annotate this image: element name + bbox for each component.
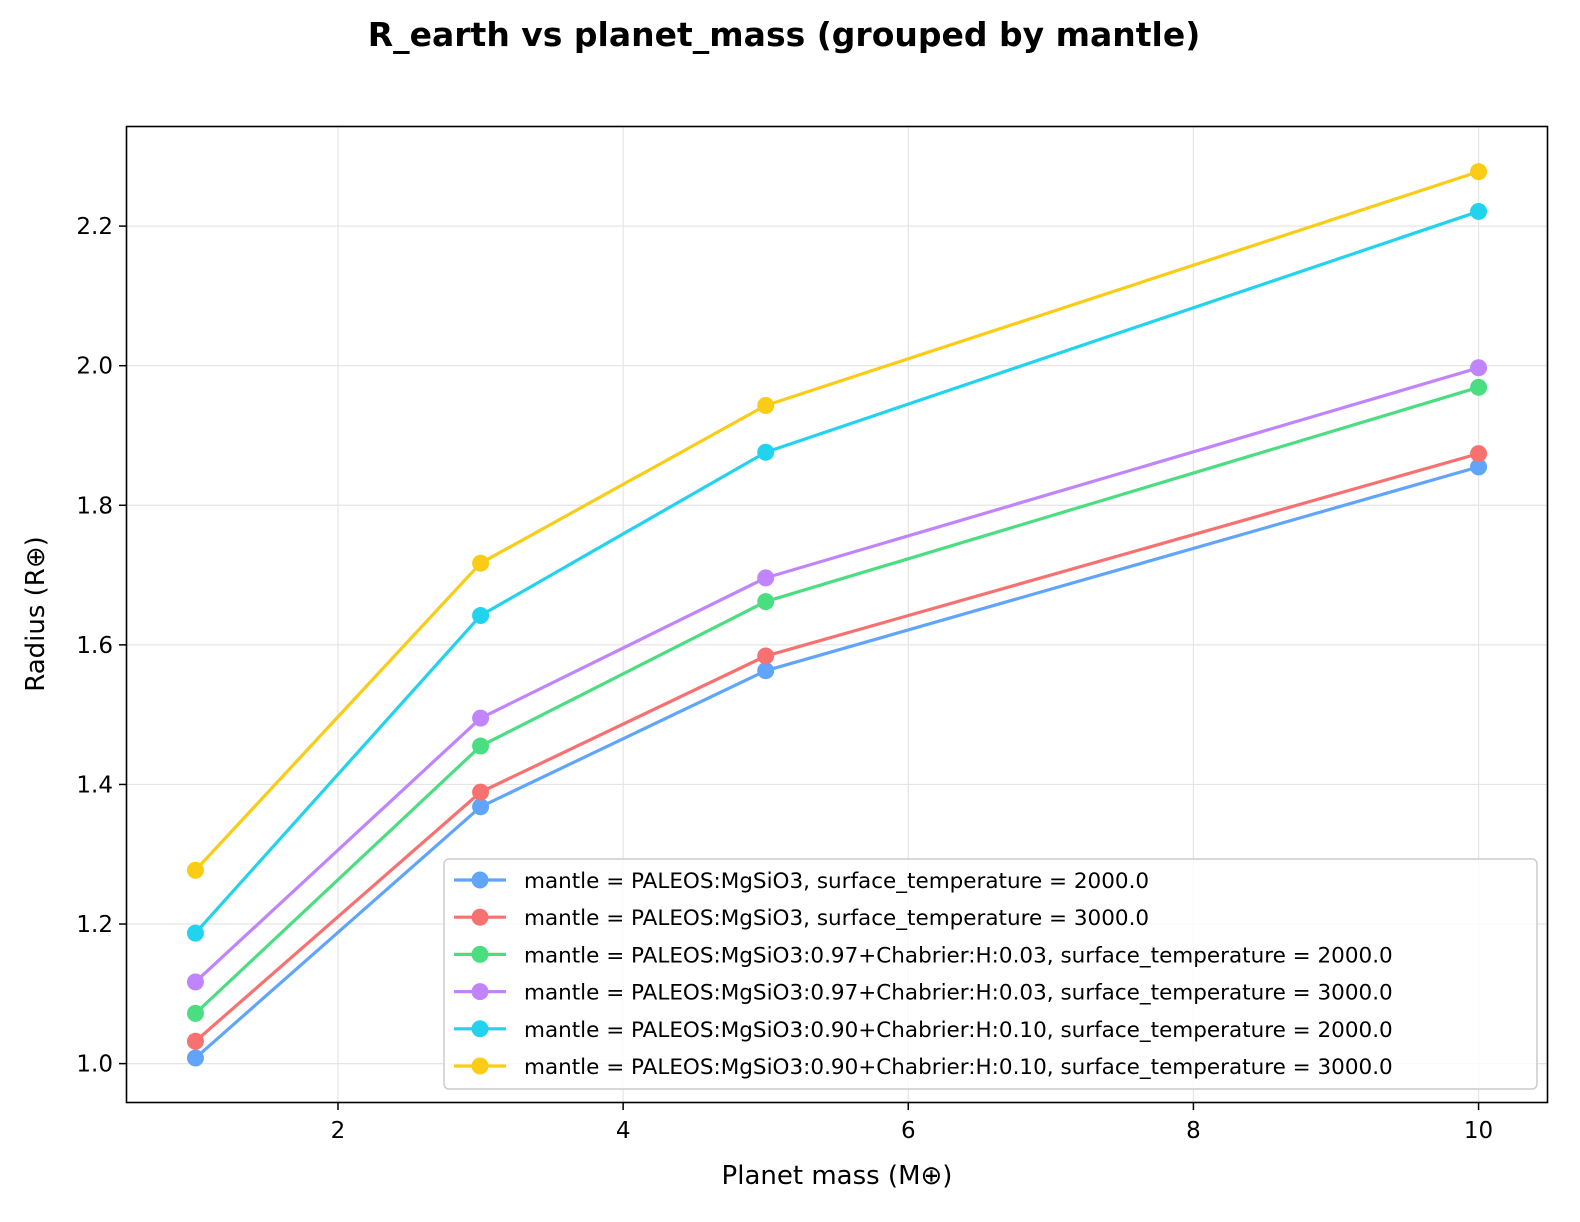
- legend-entry: mantle = PALEOS:MgSiO3, surface_temperat…: [454, 869, 1149, 894]
- legend-box: [443, 858, 1538, 1090]
- plot-frame: [125, 125, 1549, 1104]
- y-axis-label: Radius (R⊕): [21, 536, 51, 692]
- data-point: [1470, 445, 1488, 463]
- legend-label: mantle = PALEOS:MgSiO3, surface_temperat…: [524, 906, 1149, 931]
- legend-swatch-marker: [471, 1057, 489, 1075]
- legend-entry: mantle = PALEOS:MgSiO3:0.97+Chabrier:H:0…: [454, 943, 1393, 968]
- x-tick-label: 10: [1464, 1118, 1493, 1144]
- data-point: [186, 1049, 204, 1067]
- series-line: [194, 452, 1480, 1043]
- data-point: [757, 647, 775, 665]
- data-point: [472, 607, 490, 625]
- y-tick-label: 2.0: [76, 354, 113, 380]
- data-point: [472, 783, 490, 801]
- data-point: [757, 662, 775, 680]
- chart-title: R_earth vs planet_mass (grouped by mantl…: [368, 15, 1201, 54]
- legend-swatch-marker: [471, 871, 489, 889]
- data-point: [757, 443, 775, 461]
- series: [186, 359, 1488, 991]
- data-point: [757, 396, 775, 414]
- legend-swatch-marker: [471, 945, 489, 963]
- data-point: [757, 593, 775, 611]
- x-tick-label: 8: [1186, 1118, 1201, 1144]
- legend-label: mantle = PALEOS:MgSiO3:0.97+Chabrier:H:0…: [524, 981, 1393, 1006]
- legend-label: mantle = PALEOS:MgSiO3, surface_temperat…: [524, 869, 1149, 894]
- series: [186, 445, 1488, 1050]
- data-point: [1470, 163, 1488, 181]
- x-axis-label: Planet mass (M⊕): [722, 1161, 953, 1191]
- series-line: [194, 366, 1480, 984]
- series-line: [194, 385, 1480, 1015]
- series-line: [194, 465, 1480, 1060]
- legend-swatch-marker: [471, 983, 489, 1001]
- legend-swatch-marker: [471, 1020, 489, 1038]
- series-line: [194, 209, 1480, 935]
- series-layer: [186, 163, 1488, 1067]
- data-point: [472, 554, 490, 572]
- data-point: [472, 737, 490, 755]
- series: [186, 202, 1488, 942]
- legend-swatch-marker: [471, 908, 489, 926]
- axis-ticks: 2 4 6 8 10 1.0 1.2 1.4 1.6 1.8 2.0 2.2: [76, 214, 1493, 1144]
- series: [186, 458, 1488, 1067]
- y-tick-label: 1.8: [76, 493, 113, 519]
- y-tick-label: 1.2: [76, 912, 113, 938]
- data-point: [757, 569, 775, 587]
- legend-label: mantle = PALEOS:MgSiO3:0.97+Chabrier:H:0…: [524, 943, 1393, 968]
- legend: mantle = PALEOS:MgSiO3, surface_temperat…: [443, 858, 1538, 1090]
- series: [186, 163, 1488, 879]
- data-point: [472, 709, 490, 727]
- y-tick-label: 1.6: [76, 633, 113, 659]
- data-point: [1470, 202, 1488, 220]
- x-tick-label: 6: [901, 1118, 916, 1144]
- y-tick-label: 2.2: [76, 214, 113, 240]
- data-point: [1470, 458, 1488, 476]
- legend-label: mantle = PALEOS:MgSiO3:0.90+Chabrier:H:0…: [524, 1018, 1393, 1043]
- data-point: [472, 798, 490, 816]
- legend-label: mantle = PALEOS:MgSiO3:0.90+Chabrier:H:0…: [524, 1055, 1393, 1080]
- series-line: [194, 170, 1480, 872]
- legend-entry: mantle = PALEOS:MgSiO3, surface_temperat…: [454, 906, 1149, 931]
- data-point: [186, 924, 204, 942]
- data-point: [186, 1004, 204, 1022]
- legend-entry: mantle = PALEOS:MgSiO3:0.90+Chabrier:H:0…: [454, 1018, 1393, 1043]
- data-point: [1470, 378, 1488, 396]
- y-tick-label: 1.0: [76, 1052, 113, 1078]
- data-point: [186, 1032, 204, 1050]
- series: [186, 378, 1488, 1022]
- data-point: [186, 861, 204, 879]
- data-point: [186, 973, 204, 991]
- y-tick-label: 1.4: [76, 772, 113, 798]
- data-point: [1470, 359, 1488, 377]
- x-tick-label: 4: [616, 1118, 631, 1144]
- legend-entry: mantle = PALEOS:MgSiO3:0.97+Chabrier:H:0…: [454, 981, 1393, 1006]
- legend-entry: mantle = PALEOS:MgSiO3:0.90+Chabrier:H:0…: [454, 1055, 1393, 1080]
- x-tick-label: 2: [331, 1118, 346, 1144]
